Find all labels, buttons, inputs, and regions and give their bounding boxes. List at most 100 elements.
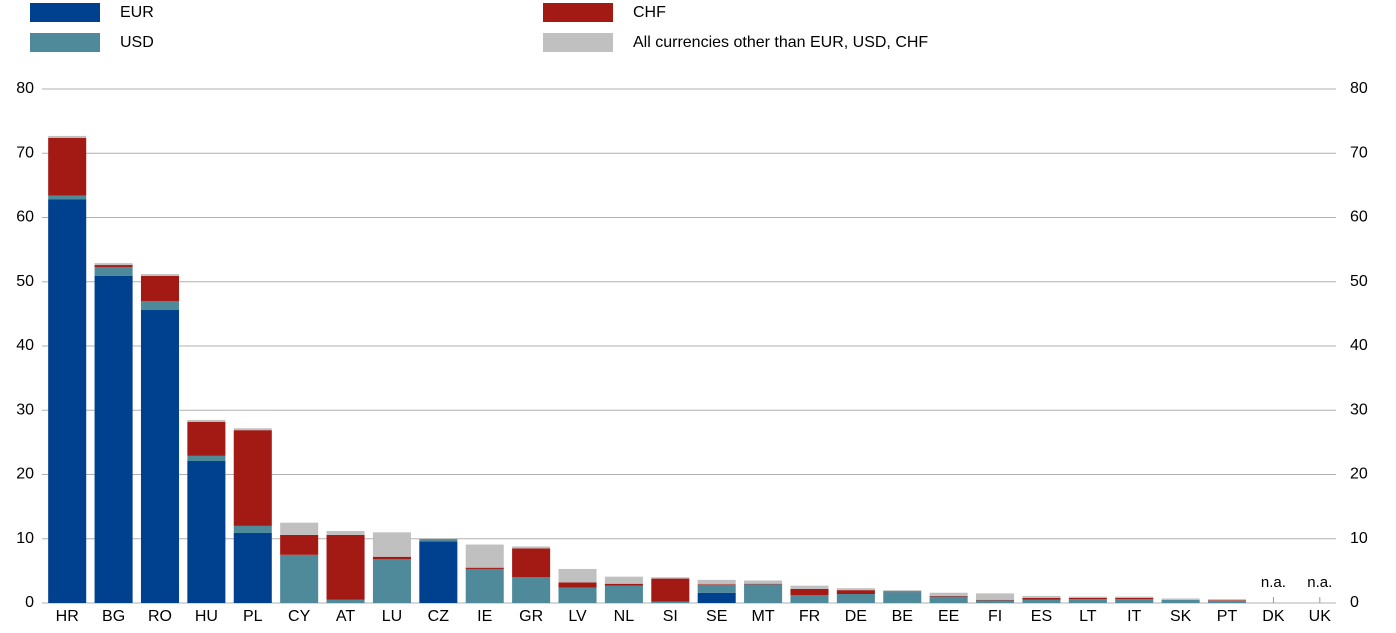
x-tick-label: SI	[663, 608, 678, 625]
bar-segment	[558, 568, 597, 583]
bar-segment	[1161, 599, 1200, 603]
bar-segment	[465, 544, 504, 568]
bar-segment	[929, 596, 968, 603]
bar-segment	[187, 421, 226, 456]
bar-segment	[94, 266, 133, 276]
bar-segment	[790, 588, 829, 596]
bar-segment	[187, 455, 226, 462]
bar-segment	[140, 274, 180, 276]
legend-label: All currencies other than EUR, USD, CHF	[633, 34, 928, 51]
x-tick-label: LV	[568, 608, 587, 625]
bar-segment	[697, 585, 736, 593]
bar-segment	[883, 592, 922, 603]
bar-segment	[233, 525, 272, 533]
bar-segment	[697, 592, 736, 603]
bar-segment	[233, 532, 272, 603]
y-tick-label: 20	[16, 466, 34, 483]
missing-label: n.a.	[1261, 574, 1286, 591]
bar-segment	[372, 556, 411, 560]
bar-segment	[419, 538, 458, 540]
bar-segment	[651, 601, 690, 603]
x-tick-label: PL	[243, 608, 263, 625]
bar-segment	[48, 199, 87, 603]
bar-segment	[48, 137, 87, 196]
y2-tick-label: 60	[1350, 209, 1368, 226]
bar-segment	[1207, 600, 1247, 602]
x-tick-label: EE	[938, 608, 959, 625]
bar-segment	[48, 135, 87, 138]
bar-segment	[512, 577, 551, 603]
bar-segment	[976, 599, 1015, 601]
bar-segment	[140, 275, 180, 302]
bar-segment	[372, 559, 411, 603]
bar-segment	[1207, 599, 1247, 601]
y2-tick-label: 30	[1350, 401, 1368, 418]
bar-segment	[140, 310, 180, 603]
bar-segment	[419, 541, 458, 603]
bar-segment	[48, 195, 87, 200]
bar-segment	[744, 580, 783, 584]
bar-segment	[744, 584, 783, 603]
bar-segment	[94, 265, 133, 267]
missing-label: n.a.	[1307, 574, 1332, 591]
x-tick-label: AT	[336, 608, 355, 625]
bar-segment	[604, 583, 643, 586]
bar-segment	[326, 534, 365, 600]
x-tick-label: GR	[519, 608, 543, 625]
bar-segment	[929, 595, 968, 597]
bar-segment	[836, 588, 875, 591]
bar-segment	[1022, 597, 1061, 600]
x-tick-label: ES	[1031, 608, 1052, 625]
bar-segment	[929, 592, 968, 596]
bar-segment	[326, 531, 365, 535]
y-tick-label: 30	[16, 401, 34, 418]
bar-segment	[94, 263, 133, 266]
y-tick-label: 70	[16, 144, 34, 161]
bar-segment	[976, 600, 1015, 603]
bar-segment	[512, 548, 551, 578]
bar-segment	[558, 582, 597, 588]
bar-segment	[1068, 596, 1107, 598]
y-tick-label: 50	[16, 273, 34, 290]
x-tick-label: IE	[477, 608, 492, 625]
bar-segment	[1115, 599, 1154, 603]
y2-tick-label: 70	[1350, 144, 1368, 161]
y2-tick-label: 0	[1350, 594, 1359, 611]
legend-swatch	[30, 3, 100, 22]
bar-segment	[1161, 598, 1200, 600]
bar-segment	[280, 554, 319, 603]
x-tick-label: CY	[288, 608, 311, 625]
y2-tick-label: 80	[1350, 80, 1368, 97]
bar-segment	[140, 301, 180, 311]
y-tick-label: 60	[16, 209, 34, 226]
legend-label: USD	[120, 34, 154, 51]
bar-segment	[280, 534, 319, 555]
legend-swatch	[30, 33, 100, 52]
y-tick-label: 0	[25, 594, 34, 611]
bar-segment	[883, 590, 922, 592]
y-tick-label: 10	[16, 530, 34, 547]
y2-tick-label: 10	[1350, 530, 1368, 547]
bar-segment	[1022, 595, 1061, 598]
bar-segment	[465, 567, 504, 569]
bar-segment	[187, 419, 226, 422]
bar-segment	[558, 587, 597, 603]
x-tick-label: RO	[148, 608, 172, 625]
bar-segment	[233, 428, 272, 431]
bar-segment	[187, 461, 226, 603]
bar-segment	[604, 576, 643, 584]
x-tick-label: DE	[845, 608, 867, 625]
x-tick-label: UK	[1309, 608, 1332, 625]
x-tick-label: HR	[56, 608, 79, 625]
x-tick-label: FI	[988, 608, 1002, 625]
bar-segment	[1115, 596, 1154, 598]
y-tick-label: 40	[16, 337, 34, 354]
bar-segment	[1068, 597, 1107, 600]
x-tick-label: IT	[1127, 608, 1141, 625]
legend-label: CHF	[633, 4, 666, 21]
bar-segment	[651, 578, 690, 602]
bar-segment	[1022, 599, 1061, 603]
bar-segment	[233, 430, 272, 526]
bar-segment	[697, 579, 736, 585]
